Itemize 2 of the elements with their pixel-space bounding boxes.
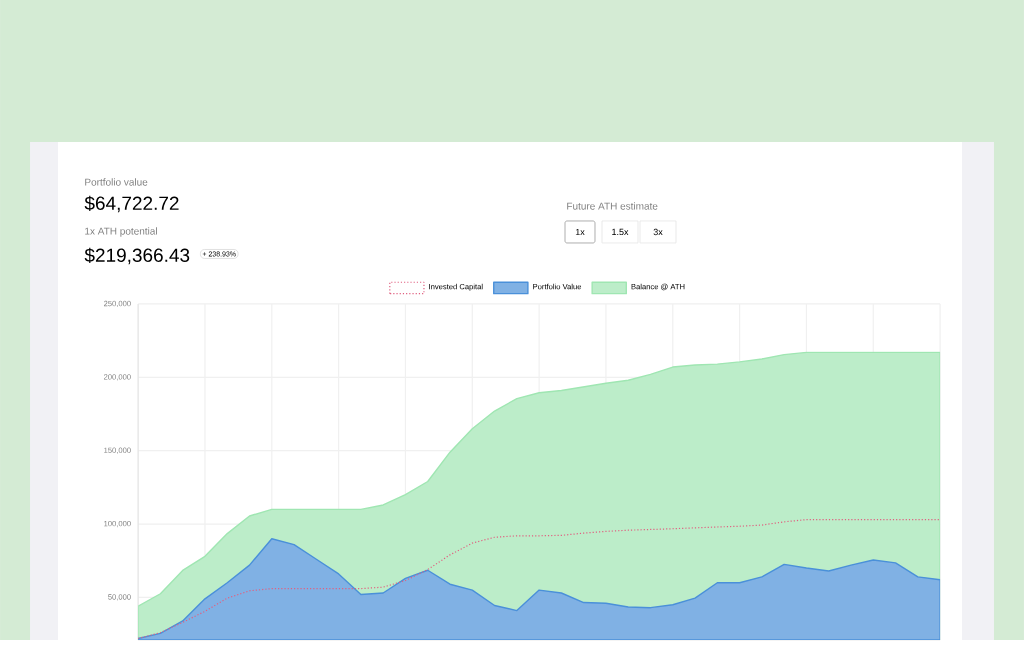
text: $219,366.43 xyxy=(84,247,190,265)
text: $64,722.72 xyxy=(84,195,179,213)
